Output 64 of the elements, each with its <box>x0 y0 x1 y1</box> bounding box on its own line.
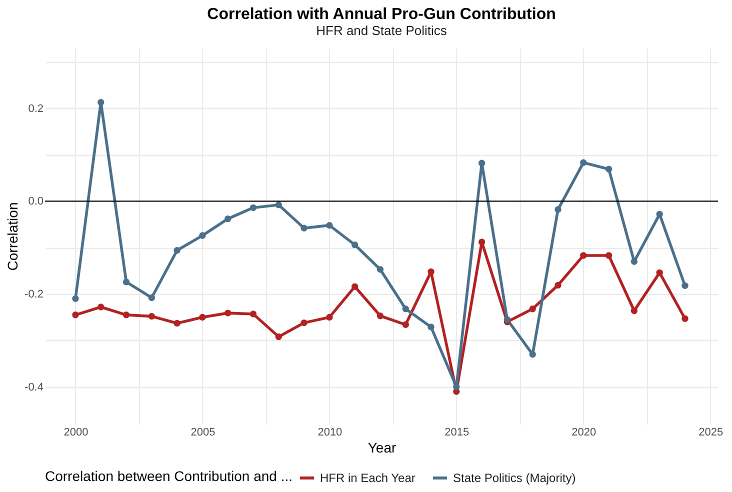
point <box>580 252 587 259</box>
point <box>630 307 638 314</box>
x-tick-label: 2005 <box>190 426 216 438</box>
chart-subtitle: HFR and State Politics <box>316 23 448 38</box>
point <box>224 310 232 316</box>
y-axis-title: Correlation <box>4 202 21 271</box>
point <box>351 283 358 290</box>
point <box>300 224 308 232</box>
x-axis-title: Year <box>368 440 396 456</box>
point <box>428 324 434 330</box>
legend-label: HFR in Each Year <box>320 471 416 485</box>
point <box>122 278 130 286</box>
point <box>376 312 384 320</box>
y-tick-label: 0.2 <box>28 102 44 115</box>
point <box>199 232 206 239</box>
point <box>275 333 282 340</box>
chart-title: Correlation with Annual Pro-Gun Contribution <box>207 6 556 23</box>
point <box>174 247 180 254</box>
point <box>682 315 688 322</box>
point <box>148 312 156 320</box>
y-tick-label: -0.4 <box>24 381 44 394</box>
x-tick-label: 2015 <box>444 426 470 438</box>
point <box>580 159 587 166</box>
point <box>554 282 562 289</box>
y-tick-label: 0.0 <box>28 196 44 208</box>
point <box>174 320 180 327</box>
x-tick-label: 2000 <box>64 426 88 438</box>
point <box>554 206 562 213</box>
point <box>656 269 663 276</box>
point <box>224 215 232 222</box>
x-tick-label: 2025 <box>698 426 724 438</box>
x-tick-label: 2010 <box>318 426 342 438</box>
point <box>326 314 333 321</box>
point <box>250 310 257 318</box>
point <box>504 316 511 323</box>
point <box>275 202 282 208</box>
legend-label: State Politics (Majority) <box>453 471 576 485</box>
point <box>529 306 536 312</box>
point <box>300 319 308 326</box>
point <box>453 384 460 390</box>
point <box>98 304 104 310</box>
point <box>148 294 156 302</box>
point <box>376 266 384 273</box>
y-tick-label: -0.2 <box>24 288 44 301</box>
point <box>682 282 688 290</box>
point <box>72 312 79 318</box>
point <box>478 238 486 246</box>
point <box>122 312 130 318</box>
point <box>250 204 257 212</box>
point <box>402 306 409 312</box>
point <box>98 98 104 106</box>
point <box>605 252 612 259</box>
point <box>630 258 638 265</box>
point <box>478 160 486 166</box>
point <box>72 295 79 302</box>
x-tick-label: 2020 <box>572 426 596 438</box>
point <box>402 321 409 328</box>
point <box>428 268 434 276</box>
point <box>351 241 358 248</box>
point <box>199 314 206 321</box>
point <box>326 222 333 229</box>
point <box>605 166 612 173</box>
point <box>529 351 536 358</box>
legend-title: Correlation between Contribution and ... <box>45 468 292 484</box>
